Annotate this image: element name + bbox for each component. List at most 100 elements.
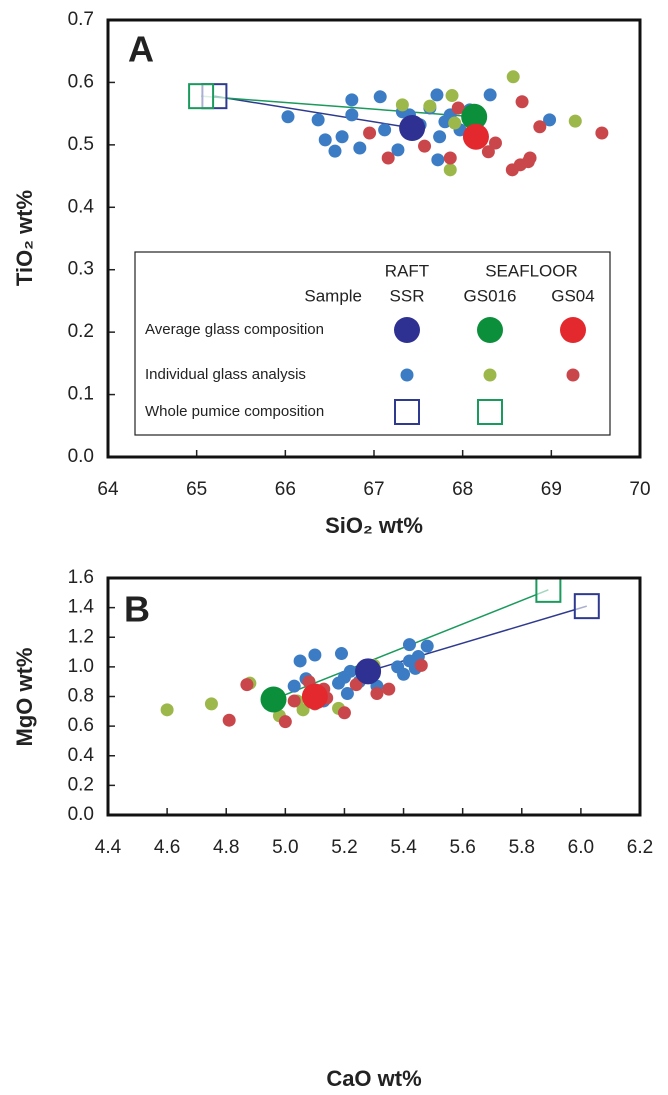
individual-point [287, 694, 301, 708]
individual-point [345, 108, 359, 122]
individual-point [543, 113, 557, 127]
y-tick-label: 0.0 [68, 804, 94, 825]
whole-pumice-point [188, 83, 215, 110]
individual-point [451, 101, 465, 115]
individual-point [513, 158, 527, 172]
individual-point [311, 113, 325, 127]
x-tick-label: 4.8 [213, 837, 239, 858]
individual-point [533, 120, 547, 134]
individual-point [414, 658, 428, 672]
x-tick-label: 66 [275, 479, 296, 500]
individual-point [595, 126, 609, 140]
individual-point [391, 143, 405, 157]
x-tick-label: 5.6 [449, 837, 475, 858]
x-tick-label: 5.2 [331, 837, 357, 858]
individual-point [506, 70, 520, 84]
individual-point [281, 110, 295, 124]
legend-group: SEAFLOOR [485, 261, 578, 280]
individual-point [340, 687, 354, 701]
x-tick-label: 67 [363, 479, 384, 500]
y-tick-label: 0.4 [68, 196, 95, 217]
y-tick-label: 0.0 [68, 446, 94, 467]
whole-pumice-point [573, 593, 600, 620]
whole-pumice-point [535, 576, 562, 603]
y-tick-label: 0.4 [68, 745, 95, 766]
y-tick-label: 0.8 [68, 686, 94, 707]
individual-point [402, 638, 416, 652]
y-tick-label: 0.7 [68, 9, 94, 30]
y-tick-label: 0.5 [68, 134, 94, 155]
plot-frame [106, 18, 642, 459]
individual-point [488, 136, 502, 150]
individual-point [402, 654, 416, 668]
y-axis-label: TiO₂ wt% [12, 190, 37, 286]
y-tick-label: 1.0 [68, 656, 94, 677]
y-tick-label: 0.1 [68, 384, 94, 405]
individual-point [397, 667, 411, 681]
plot-frame [106, 576, 642, 817]
individual-point [349, 678, 363, 692]
individual-point [433, 130, 447, 144]
x-axis-label: SiO₂ wt% [325, 513, 423, 538]
individual-point [318, 133, 332, 147]
average-point [461, 103, 488, 130]
y-tick-label: 0.2 [68, 774, 94, 795]
individual-point [204, 697, 218, 711]
individual-point [378, 123, 392, 137]
y-tick-label: 0.3 [68, 259, 94, 280]
legend-whole [394, 399, 420, 425]
individual-point [337, 706, 351, 720]
individual-point [483, 88, 497, 102]
x-tick-label: 6.2 [627, 837, 653, 858]
individual-point [481, 145, 495, 159]
x-tick-label: 4.6 [154, 837, 180, 858]
individual-point [443, 151, 457, 165]
individual-point [445, 89, 459, 103]
individual-point [343, 664, 357, 678]
x-tick-label: 70 [629, 479, 650, 500]
x-tick-label: 4.4 [95, 837, 122, 858]
individual-point [515, 95, 529, 109]
y-tick-label: 1.2 [68, 626, 94, 647]
connector-line [214, 95, 413, 129]
panel-label: B [124, 589, 150, 630]
individual-point [395, 98, 409, 112]
panel-label: A [128, 29, 154, 70]
individual-point [418, 139, 432, 153]
individual-point [240, 678, 254, 692]
individual-point [420, 639, 434, 653]
x-tick-label: 5.0 [272, 837, 298, 858]
individual-point [382, 682, 396, 696]
individual-point [335, 130, 349, 144]
individual-point [443, 163, 457, 177]
individual-point [332, 676, 346, 690]
legend-individual [400, 368, 414, 382]
x-tick-label: 64 [97, 479, 119, 500]
x-axis-label: CaO wt% [326, 1066, 421, 1091]
individual-point [430, 88, 444, 102]
individual-point [293, 654, 307, 668]
individual-point [353, 141, 367, 155]
individual-point [423, 99, 437, 113]
y-axis-label: MgO wt% [12, 648, 37, 747]
individual-point [448, 116, 462, 130]
individual-point [381, 151, 395, 165]
x-tick-label: 5.4 [390, 837, 417, 858]
individual-point [334, 647, 348, 661]
individual-point [370, 687, 384, 701]
average-point [462, 123, 489, 150]
legend-column: SSR [390, 286, 425, 305]
y-tick-label: 1.4 [68, 597, 95, 618]
x-tick-label: 68 [452, 479, 473, 500]
x-tick-label: 6.0 [568, 837, 594, 858]
legend-average [477, 317, 503, 343]
average-point [355, 658, 382, 685]
legend-average [560, 317, 586, 343]
individual-point [568, 114, 582, 128]
legend-whole [477, 399, 503, 425]
x-tick-label: 69 [541, 479, 562, 500]
individual-point [308, 648, 322, 662]
legend-individual [483, 368, 497, 382]
